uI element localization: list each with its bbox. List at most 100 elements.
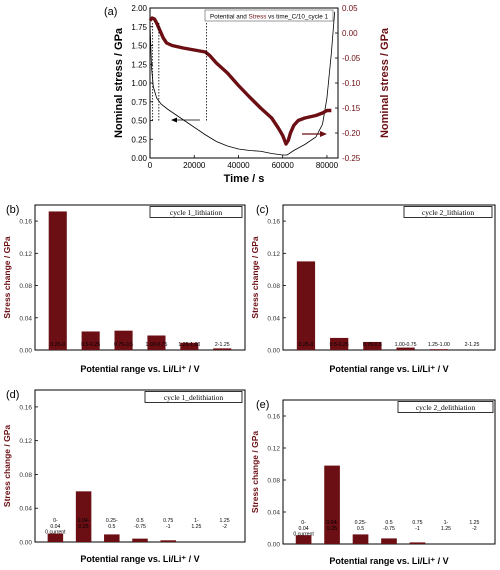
y-right-tick-label-a: 0.05 [342, 4, 358, 13]
legend-frame-a [204, 9, 334, 22]
y-tick-label-c: 0.04 [267, 315, 280, 322]
y-tick-label-c: 0.00 [267, 348, 280, 355]
y-tick-label-b: 0.12 [19, 251, 32, 258]
x-tick-label-e: 1.25 -2 [469, 520, 479, 532]
x-axis-label-c: Potential range vs. Li/Li⁺ / V [329, 364, 448, 374]
bar-e-4 [409, 542, 426, 544]
y-tick-label-d: 0.00 [19, 540, 32, 547]
panel-a: (a) Potential and Stress vs time_C/10_cyc… [104, 4, 391, 185]
bar-b-1 [81, 331, 100, 350]
legend-text-c: cycle 2_lithiation [422, 208, 475, 217]
bar-c-4 [429, 349, 448, 350]
legend-frame-d [144, 391, 243, 403]
bar-d-0 [47, 533, 64, 542]
x-tick-label-e: 0.04-0.25 [326, 520, 338, 532]
y-tick-label-d: 0.08 [19, 472, 32, 479]
x-axis-label-d: Potential range vs. Li/Li⁺ / V [80, 554, 199, 564]
y-tick-label-c: 0.08 [267, 283, 280, 290]
y-axis-label-c: Stress change / GPa [250, 236, 260, 318]
x-tick-label-e: 0.75 -1 [412, 520, 422, 532]
y-tick-label-c: 0.16 [267, 219, 280, 226]
bar-b-2 [114, 330, 133, 350]
x-tick-label-b: 1.25-1.00 [178, 342, 200, 348]
bar-c-0 [296, 261, 316, 350]
legend-text-b: cycle 1_lithiation [170, 208, 223, 217]
x-tick-label-d: 0.25-0.5 [106, 518, 118, 530]
x-axis-label-a: Time / s [224, 173, 265, 185]
y-right-tick-label-a: -0.15 [342, 104, 361, 113]
panel-c: (c) cycle 2_lithiation 0.00 0.04 0.08 0.12 0.1… [250, 204, 496, 374]
potential-series-line [149, 11, 336, 156]
bar-b-3 [147, 335, 166, 350]
x-tick-label-b: 0.5-0.25 [81, 342, 100, 348]
x-tick-label-e: 1-1.25 [441, 520, 451, 532]
x-tick-label-a: 40000 [227, 161, 250, 170]
panel-e: (e) cycle 2_delithiation 0.00 0.04 0.08 0.12 0… [250, 399, 496, 566]
legend-text-e: cycle 2_delithiation [416, 403, 476, 412]
y-tick-label-e: 0.04 [267, 510, 280, 517]
panel-d: (d) cycle 1_delithiation 0.00 0.04 0.08 0.12 0… [2, 389, 246, 564]
bar-d-3 [132, 538, 148, 542]
y-left-tick-label-a: 0.00 [131, 154, 147, 163]
plot-frame-b [34, 204, 246, 351]
legend-a: Potential and Stress vs time_C/10_cycle … [204, 9, 334, 22]
bar-d-1 [75, 491, 92, 542]
y-axis-label-d: Stress change / GPa [2, 425, 12, 507]
y-tick-label-b: 0.04 [19, 315, 32, 322]
y-left-tick-label-a: 2.00 [131, 4, 147, 13]
y-left-tick-label-a: 1.00 [131, 79, 147, 88]
stress-series-line [148, 16, 332, 146]
y-right-tick-label-a: -0.25 [342, 154, 361, 163]
y-tick-label-d: 0.12 [19, 438, 32, 445]
y-right-tick-label-a: -0.05 [342, 54, 361, 63]
x-tick-label-d: 0-0.04 0 current [45, 518, 66, 536]
legend-text-d: cycle 1_delithiation [164, 393, 224, 402]
bar-c-2 [363, 341, 382, 350]
y-left-tick-label-a: 0.25 [131, 135, 147, 144]
y-tick-label-c: 0.12 [267, 251, 280, 258]
x-tick-label-b: 2-1.25 [215, 342, 230, 348]
x-axis-label-e: Potential range vs. Li/Li⁺ / V [329, 556, 448, 566]
legend-frame-c [403, 206, 493, 218]
x-tick-label-b: 0.75-0.5 [114, 342, 133, 348]
x-tick-label-d: 1.25 -2 [220, 518, 230, 530]
bar-b-0 [48, 211, 67, 350]
bar-b-5 [213, 348, 232, 350]
y-axis-label-b: Stress change / GPa [2, 236, 12, 318]
x-tick-label-c: 1.00-0.75 [395, 342, 417, 348]
y-tick-label-b: 0.08 [19, 283, 32, 290]
x-tick-label-c: 0.5-0.25 [330, 342, 349, 348]
legend-text-a: Potential and Stress vs time_C/10_cycle … [210, 14, 328, 21]
y-tick-label-e: 0.16 [267, 414, 280, 421]
x-tick-label-e: 0.25-0.5 [355, 520, 367, 532]
y-tick-label-e: 0.08 [267, 478, 280, 485]
plot-frame-c [282, 204, 496, 351]
y-left-tick-label-a: 1.25 [131, 60, 147, 69]
panel-b: (b) cycle 1_lithiation 0.00 0.04 0.08 0.12 0.1… [2, 204, 246, 374]
y-tick-label-d: 0.16 [19, 404, 32, 411]
y-right-axis-label-a: Nominal stress / GPa [379, 27, 391, 138]
y-left-tick-label-a: 0.75 [131, 98, 147, 107]
potential-axis-arrowhead [171, 117, 177, 123]
panel-label-b: (b) [6, 204, 19, 216]
legend-frame-b [149, 206, 243, 218]
bar-e-2 [352, 534, 369, 544]
x-tick-label-c: 0.75-0.5 [363, 342, 382, 348]
bar-d-4 [160, 540, 176, 542]
stress-axis-arrowhead [320, 131, 327, 137]
x-tick-label-d: 0.5 -0.75 [134, 518, 146, 530]
y-left-tick-label-a: 1.75 [131, 23, 147, 32]
bar-e-1 [324, 465, 340, 544]
panel-label-e: (e) [256, 399, 269, 411]
x-tick-label-a: 20000 [183, 161, 206, 170]
x-tick-label-a: 60000 [272, 161, 295, 170]
bar-c-1 [330, 337, 349, 350]
bar-d-2 [104, 534, 120, 542]
y-left-tick-label-a: 1.50 [131, 42, 147, 51]
y-tick-label-b: 0.16 [19, 219, 32, 226]
x-axis-label-b: Potential range vs. Li/Li⁺ / V [80, 364, 199, 374]
panel-label-a: (a) [104, 6, 117, 18]
y-right-tick-label-a: -0.20 [342, 129, 361, 138]
x-tick-label-d: 0.04-0.25 [78, 518, 90, 530]
